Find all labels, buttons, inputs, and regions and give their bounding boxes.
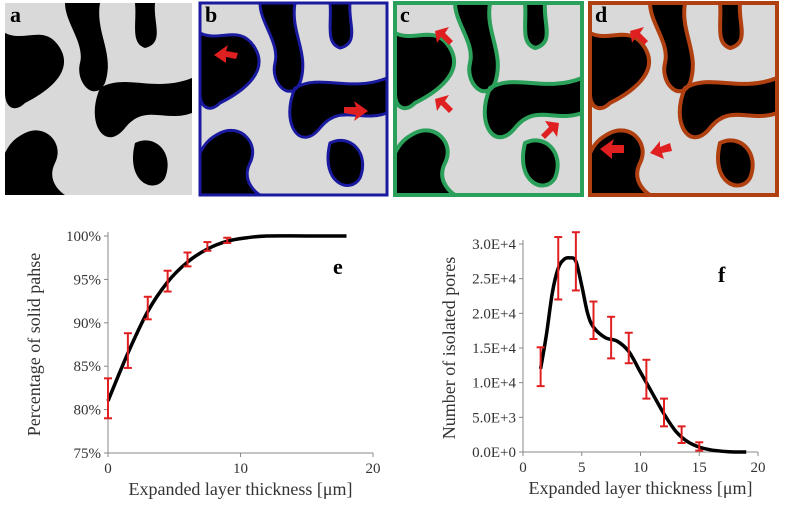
x-tick-label: 15 [692,460,707,476]
error-bar [163,269,172,293]
panel-labels: a b c d [10,2,607,27]
x-tick-label: 20 [366,461,381,477]
error-bar [660,397,668,428]
line [538,255,747,454]
error-bar [536,346,545,388]
x-axis-label: Expanded layer thickness [μm] [128,479,352,499]
panel-label: a [10,2,21,27]
error-bar [695,441,704,452]
error-bar [642,358,651,400]
error-bar [571,231,580,292]
y-tick-label: 5.0E+3 [472,410,516,426]
x-tick-label: 20 [751,460,766,476]
chart: 75% 80% 85% 90% 95% 100% 0 10 20 Expanded layer t… [24,229,381,499]
y-tick-label: 2.0E+4 [472,306,516,322]
panel-label: c [400,2,410,27]
panel-label: e [333,254,343,279]
error-bar [223,236,232,244]
x-tick-label: 10 [633,460,648,476]
y-tick-label: 80% [74,403,102,419]
y-tick-label: 90% [74,316,102,332]
panel-label: f [718,262,726,287]
x-tick-label: 0 [519,460,527,476]
error-bar [143,295,152,321]
y-tick-label: 95% [74,272,102,288]
image-b [198,1,389,197]
error-bar [104,377,112,420]
error-bar [183,251,192,268]
error-bar [589,300,598,340]
error-bar [624,331,633,365]
panel-label: b [205,2,217,27]
error-bar [677,425,686,444]
y-tick-label: 75% [74,446,102,462]
x-tick-label: 10 [233,461,248,477]
x-tick-label: 0 [104,461,112,477]
panel-label: d [595,2,607,27]
image-c [393,1,584,197]
error-bar [554,236,563,301]
y-tick-label: 1.0E+4 [472,376,516,392]
y-tick-label: 3.0E+4 [472,237,516,253]
chart: 0.0E+0 5.0E+3 1.0E+4 1.5E+4 2.0E+4 2.5E+4 3.0E… [439,231,766,498]
image-d [588,1,779,197]
y-tick-label: 100% [66,229,101,245]
error-bar [203,241,212,252]
image-a [5,3,192,195]
error-bar [607,315,616,360]
y-tick-label: 85% [74,359,102,375]
y-tick-label: 0.0E+0 [472,445,516,461]
y-axis-label: Number of isolated pores [439,257,459,439]
x-tick-label: 5 [578,460,586,476]
y-axis-label: Percentage of solid pahse [24,253,44,436]
y-tick-label: 1.5E+4 [472,341,516,357]
x-axis-label: Expanded layer thickness [μm] [528,478,752,498]
error-bar [123,332,132,369]
y-tick-label: 2.5E+4 [472,272,516,288]
